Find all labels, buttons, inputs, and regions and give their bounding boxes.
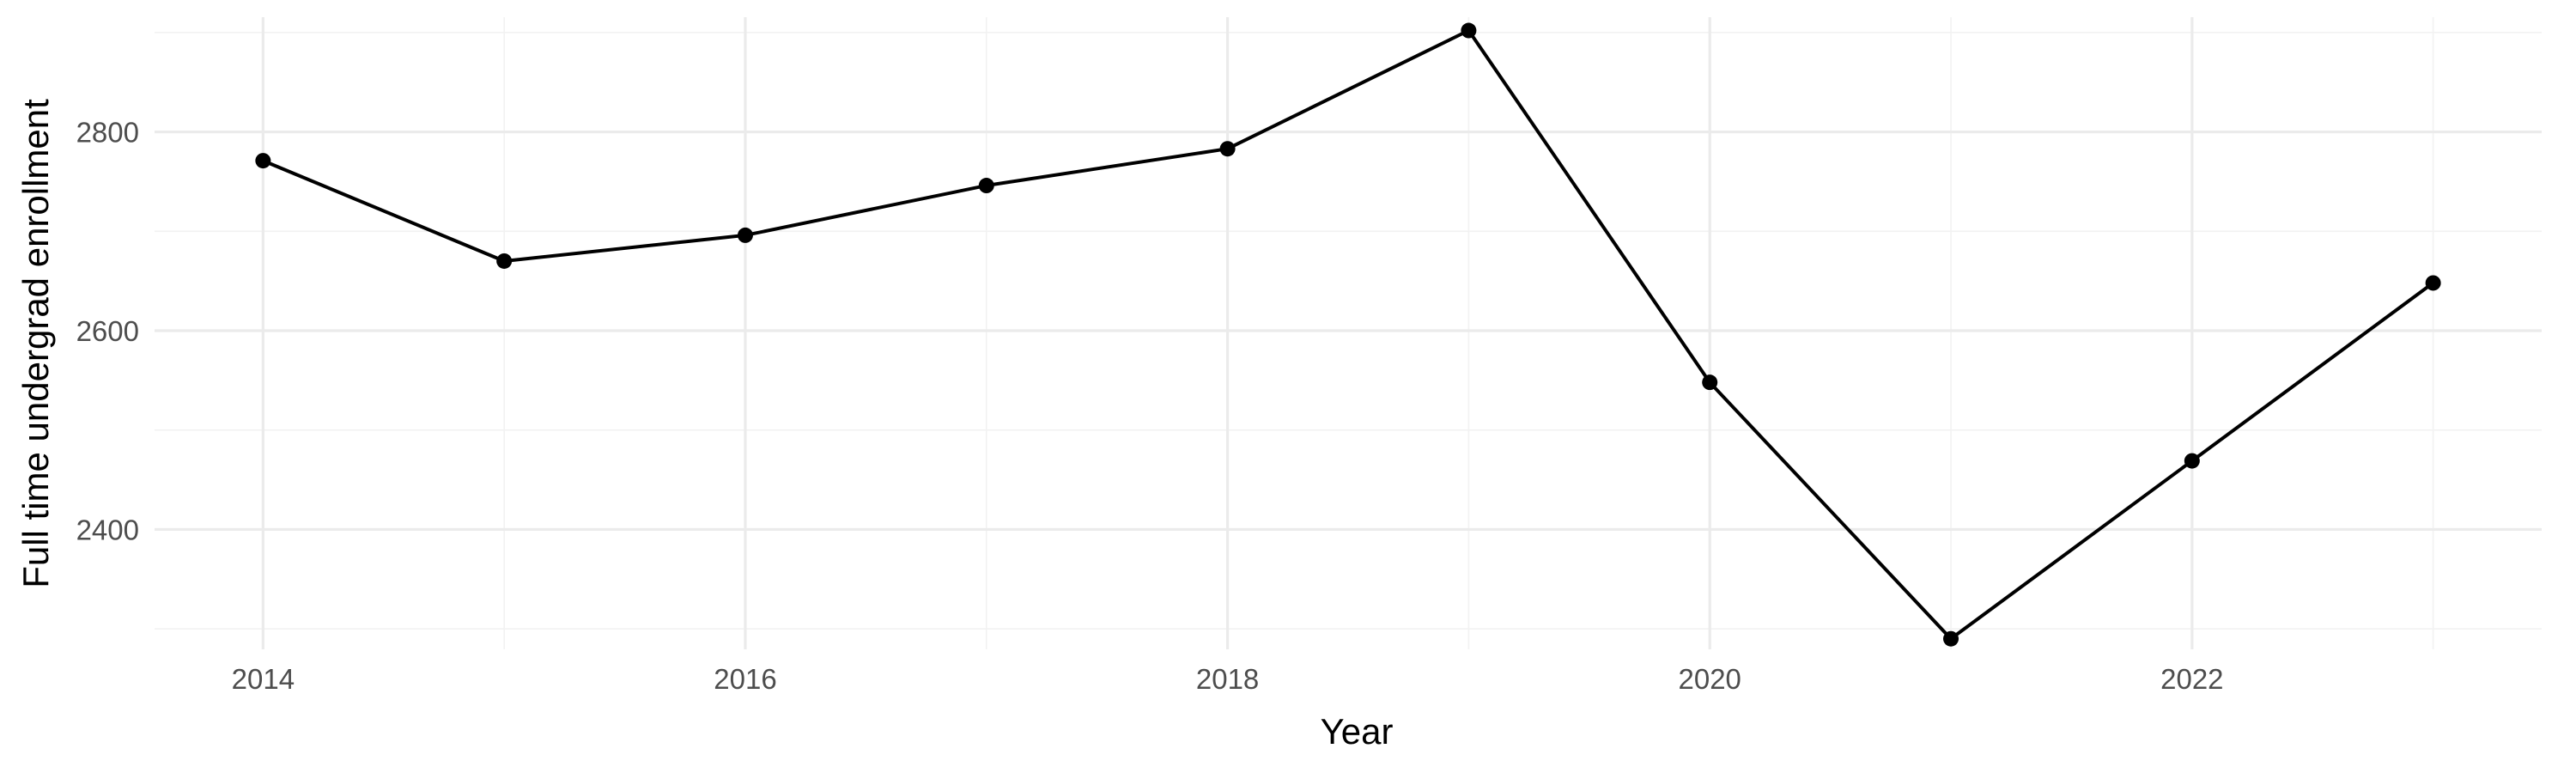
x-tick-label: 2022	[2160, 663, 2223, 695]
series-layer	[262, 28, 2434, 641]
y-axis-title: Full time undergrad enrollment	[15, 99, 56, 588]
x-tick-labels: 2014 2016 2018 2020 2022	[232, 663, 2224, 695]
points-layer	[255, 22, 2441, 647]
y-tick-labels: 2400 2600 2800	[76, 117, 139, 546]
y-tick-label: 2600	[76, 315, 139, 347]
y-tick-label: 2800	[76, 117, 139, 149]
data-point	[2425, 275, 2441, 291]
x-tick-label: 2016	[714, 663, 776, 695]
y-tick-label: 2400	[76, 514, 139, 545]
data-point	[255, 153, 271, 169]
data-point	[2184, 453, 2200, 469]
series-line	[262, 28, 2434, 641]
data-point	[978, 178, 994, 194]
data-point	[1943, 630, 1959, 647]
data-point	[1219, 141, 1236, 157]
minor-gridlines	[155, 17, 2542, 649]
data-point	[1461, 22, 1477, 39]
x-tick-label: 2020	[1679, 663, 1741, 695]
data-point	[737, 227, 753, 243]
data-point	[1702, 374, 1718, 391]
x-axis-title: Year	[1321, 711, 1394, 752]
data-point	[496, 253, 513, 269]
x-tick-label: 2014	[232, 663, 295, 695]
x-tick-label: 2018	[1196, 663, 1259, 695]
major-gridlines	[155, 17, 2542, 649]
